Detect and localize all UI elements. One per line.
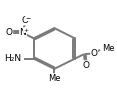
Text: O: O bbox=[21, 16, 28, 25]
Text: H₂N: H₂N bbox=[4, 54, 21, 63]
Text: N: N bbox=[20, 29, 26, 37]
Text: O: O bbox=[91, 49, 98, 58]
Text: +: + bbox=[23, 28, 29, 33]
Text: O: O bbox=[82, 61, 89, 70]
Text: Me: Me bbox=[102, 44, 114, 53]
Text: −: − bbox=[25, 16, 31, 21]
Text: O: O bbox=[6, 29, 13, 37]
Text: Me: Me bbox=[48, 74, 60, 83]
